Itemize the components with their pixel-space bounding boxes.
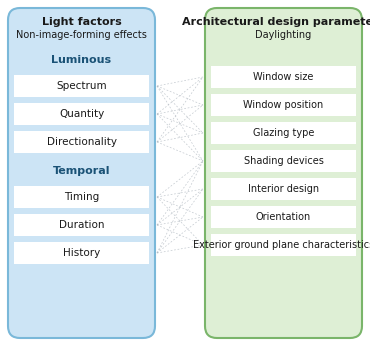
Bar [211,66,356,88]
Text: Spectrum: Spectrum [56,81,107,91]
Bar [211,122,356,144]
Text: Shading devices: Shading devices [243,156,323,166]
Text: Window size: Window size [253,72,314,82]
Bar [14,75,149,97]
Text: Temporal: Temporal [53,166,110,176]
Bar [211,234,356,256]
Text: Interior design: Interior design [248,184,319,194]
FancyBboxPatch shape [8,8,155,338]
Text: Light factors: Light factors [41,17,121,27]
Text: Timing: Timing [64,192,99,202]
Text: Non-image-forming effects: Non-image-forming effects [16,30,147,40]
Text: Exterior ground plane characteristics: Exterior ground plane characteristics [193,240,370,250]
Text: Duration: Duration [59,220,104,230]
Text: Window position: Window position [243,100,324,110]
Bar [14,214,149,236]
Bar [14,131,149,153]
Text: Luminous: Luminous [51,55,112,65]
FancyBboxPatch shape [205,8,362,338]
Bar [211,178,356,200]
Bar [14,186,149,208]
Text: History: History [63,248,100,258]
Bar [14,242,149,264]
Bar [211,94,356,116]
Text: Orientation: Orientation [256,212,311,222]
Bar [211,206,356,228]
Bar [14,103,149,125]
Text: Directionality: Directionality [47,137,117,147]
Bar [211,150,356,172]
Text: Glazing type: Glazing type [253,128,314,138]
Text: Architectural design parameters: Architectural design parameters [182,17,370,27]
Text: Daylighting: Daylighting [255,30,312,40]
Text: Quantity: Quantity [59,109,104,119]
